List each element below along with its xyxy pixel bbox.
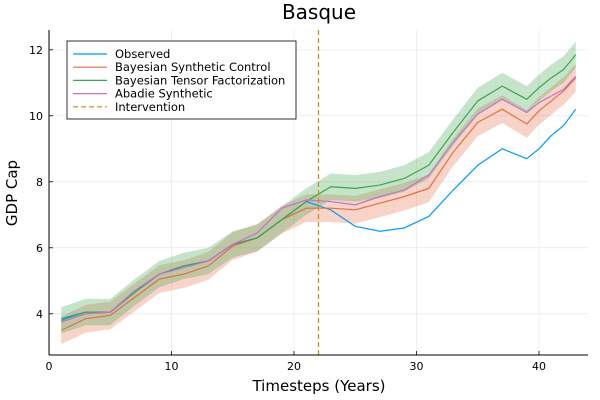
legend-label: Intervention bbox=[115, 100, 185, 114]
x-axis-label: Timesteps (Years) bbox=[251, 377, 385, 395]
y-axis-label: GDP Cap bbox=[3, 160, 21, 226]
legend-label: Abadie Synthetic bbox=[115, 87, 213, 101]
y-tick-label: 4 bbox=[36, 308, 43, 321]
x-tick-label: 30 bbox=[410, 360, 424, 373]
x-tick-label: 0 bbox=[46, 360, 53, 373]
axes bbox=[48, 30, 588, 356]
y-tick-label: 8 bbox=[36, 176, 43, 189]
x-tick-label: 40 bbox=[532, 360, 546, 373]
legend-label: Bayesian Synthetic Control bbox=[115, 60, 271, 74]
chart-title: Basque bbox=[282, 0, 356, 24]
line-bayesian-synthetic-control bbox=[60, 77, 577, 331]
y-tick-labels: 4 6 8 10 12 bbox=[29, 44, 43, 321]
legend-label: Observed bbox=[115, 47, 170, 61]
confidence-bands bbox=[61, 41, 576, 345]
band-bayesian-synthetic-control bbox=[61, 63, 576, 345]
legend-label: Bayesian Tensor Factorization bbox=[115, 73, 285, 87]
y-tick-label: 6 bbox=[36, 242, 43, 255]
y-tick-label: 12 bbox=[29, 44, 43, 57]
band-bayesian-tensor-factorization bbox=[61, 41, 576, 334]
x-tick-labels: 0 10 20 30 40 bbox=[46, 360, 547, 373]
line-abadie-synthetic bbox=[61, 75, 577, 323]
y-tick-label: 10 bbox=[29, 110, 43, 123]
x-tick-label: 20 bbox=[287, 360, 301, 373]
x-tick-label: 10 bbox=[165, 360, 179, 373]
series-lines bbox=[60, 54, 577, 331]
